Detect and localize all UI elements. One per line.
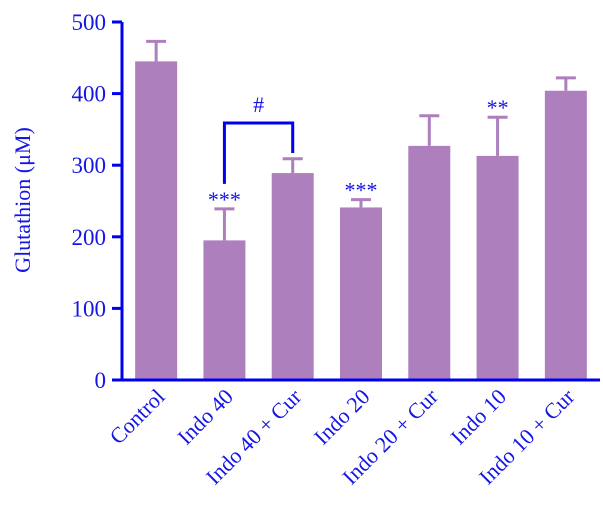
bracket-line [222, 121, 295, 184]
significance-label: *** [345, 178, 378, 203]
bar [271, 173, 314, 380]
bar [544, 90, 587, 381]
y-axis-label: Glutathion (μM) [10, 127, 35, 273]
bar [408, 145, 451, 380]
bars-group [135, 61, 587, 381]
y-tick-label: 400 [72, 82, 107, 107]
x-tick-label: Indo 40 [172, 384, 238, 450]
significance-label: ** [487, 95, 509, 120]
x-tick-label: Indo 10 [445, 384, 511, 450]
y-tick-label: 0 [95, 368, 107, 393]
bar [476, 155, 519, 380]
x-tick-label: Control [104, 384, 169, 449]
significance-label: *** [208, 187, 241, 212]
bracket-label: # [253, 92, 264, 117]
y-tick-label: 200 [72, 225, 107, 250]
bar [135, 61, 178, 380]
bar [340, 207, 382, 380]
y-axis: 0 100 200 300 400 500 [72, 10, 124, 393]
x-tick-label: Indo 20 [309, 384, 375, 450]
y-tick-label: 500 [72, 10, 107, 35]
significance-annotations: *** ***** [208, 95, 509, 212]
comparison-bracket: # [222, 92, 295, 184]
error-bars-group [146, 39, 576, 241]
y-tick-label: 300 [72, 153, 107, 178]
bar [203, 240, 246, 380]
y-tick-label: 100 [72, 296, 107, 321]
